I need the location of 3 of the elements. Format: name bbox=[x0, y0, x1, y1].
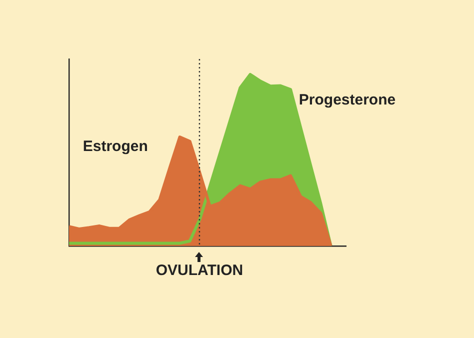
series-label: Progesterone bbox=[298, 91, 396, 108]
series-label: Estrogen bbox=[82, 138, 148, 156]
text: OVULATION bbox=[156, 262, 244, 280]
